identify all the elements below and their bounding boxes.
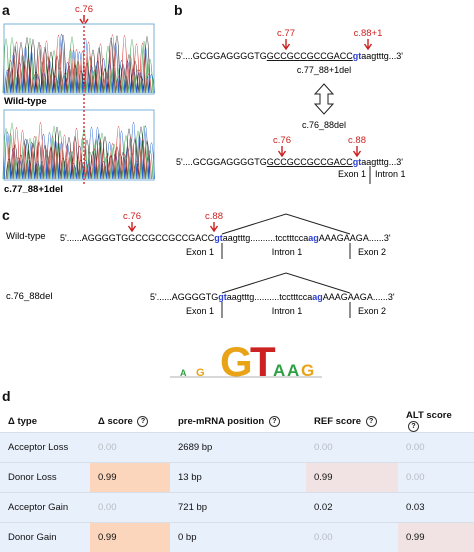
marker-c76c-label: c.76	[123, 211, 141, 222]
marker-c88plus1-label: c.88+1	[354, 28, 383, 39]
panel-letter-a: a	[2, 2, 10, 18]
cell-position: 2689 bp	[170, 432, 306, 463]
cell-type: Donor Gain	[0, 522, 90, 552]
wildtype-trace	[2, 34, 155, 94]
panel-c-diagram: Wild-type c.76 c.88 5'......AGGGGTGGCCGC…	[6, 211, 395, 385]
column-header-ref: REF score ?	[306, 410, 398, 433]
cell-alt: 0.00	[398, 462, 474, 493]
panel-a-chromatograms: c.76 Wild-type c.77_88+1del	[2, 4, 155, 195]
trace-line	[7, 122, 152, 180]
column-header-type: Δ type	[0, 410, 90, 433]
cell-alt: 0.03	[398, 492, 474, 523]
bidirectional-arrow	[313, 83, 335, 115]
logo-letter-a2: A	[273, 361, 285, 380]
help-icon[interactable]: ?	[365, 415, 377, 427]
cell-position: 0 bp	[170, 522, 306, 552]
wildtype-splice-line	[221, 213, 351, 235]
marker-c76b-label: c.76	[273, 135, 291, 146]
splice-site-sequence-logo: A G G T A A G	[170, 338, 322, 385]
logo-letter-g3: G	[301, 361, 314, 380]
wt-exon2-label: Exon 2	[358, 247, 386, 257]
top-variant-label: c.77_88+1del	[297, 65, 351, 75]
cell-score: 0.99	[90, 522, 170, 552]
table-row: Donor Loss 0.99 13 bp 0.99 0.00	[0, 462, 474, 493]
logo-letter-g2: G	[220, 338, 253, 385]
intron1-label: Intron 1	[375, 169, 406, 179]
mutant-sequence: 5'......AGGGGTGgtaagtttg..........tccttt…	[150, 292, 395, 302]
panel-letter-b: b	[174, 2, 183, 18]
logo-letter-a3: A	[287, 361, 299, 380]
panel-b-diagram: c.77 c.88+1 5'....GCGGAGGGGTGGCCGCCGCCGA…	[176, 28, 406, 184]
logo-letter-t: T	[250, 338, 276, 385]
cell-type: Acceptor Gain	[0, 492, 90, 523]
cell-ref: 0.00	[306, 522, 398, 552]
wildtype-row-label: Wild-type	[6, 231, 46, 242]
wildtype-label: Wild-type	[4, 96, 47, 107]
cell-score: 0.99	[90, 462, 170, 493]
marker-c88c-label: c.88	[205, 211, 223, 222]
top-sequence: 5'....GCGGAGGGGTGGCCGCCGCCGACCgtaagtttg.…	[176, 51, 403, 61]
table-row: Acceptor Loss 0.00 2689 bp 0.00 0.00	[0, 432, 474, 463]
trace-line	[2, 122, 154, 180]
cell-alt: 0.00	[398, 432, 474, 463]
mutant-trace	[2, 122, 155, 180]
bottom-variant-label: c.76_88del	[302, 120, 346, 130]
marker-c88b-label: c.88	[348, 135, 366, 146]
column-header-score: Δ score ?	[90, 410, 170, 433]
exon1-label: Exon 1	[338, 169, 366, 179]
column-header-alt: ALT score ?	[398, 410, 474, 433]
table-row: Acceptor Gain 0.00 721 bp 0.02 0.03	[0, 492, 474, 523]
marker-c76-label: c.76	[75, 4, 93, 15]
panel-letter-d: d	[2, 388, 11, 404]
mutant-splice-line	[221, 272, 351, 294]
mutant-label: c.77_88+1del	[4, 184, 63, 195]
logo-letter-g1: G	[196, 367, 205, 379]
table-row: Donor Gain 0.99 0 bp 0.00 0.99	[0, 522, 474, 552]
logo-letter-a1: A	[180, 368, 187, 378]
panel-letter-c: c	[2, 207, 10, 223]
cell-ref: 0.02	[306, 492, 398, 523]
table-header-row: Δ type Δ score ? pre-mRNA position ? REF…	[0, 410, 474, 433]
help-icon[interactable]: ?	[268, 415, 280, 427]
cell-alt: 0.99	[398, 522, 474, 552]
wildtype-sequence: 5'......AGGGGTGGCCGCCGCCGACCgtaagtttg...…	[60, 233, 391, 243]
wt-intron1-label: Intron 1	[272, 247, 303, 257]
bottom-sequence: 5'....GCGGAGGGGTGGCCGCCGCCGACCgtaagtttg.…	[176, 157, 403, 167]
help-icon[interactable]: ?	[408, 421, 419, 432]
help-icon[interactable]: ?	[137, 415, 149, 427]
cell-ref: 0.00	[306, 432, 398, 463]
cell-position: 721 bp	[170, 492, 306, 523]
cell-type: Acceptor Loss	[0, 432, 90, 463]
cell-score: 0.00	[90, 492, 170, 523]
cell-position: 13 bp	[170, 462, 306, 493]
mut-intron1-label: Intron 1	[272, 306, 303, 316]
cell-score: 0.00	[90, 432, 170, 463]
wt-exon1-label: Exon 1	[186, 247, 214, 257]
cell-ref: 0.99	[306, 462, 398, 493]
splice-score-table: Δ type Δ score ? pre-mRNA position ? REF…	[0, 410, 474, 552]
mutant-row-label: c.76_88del	[6, 291, 52, 302]
column-header-position: pre-mRNA position ?	[170, 410, 306, 433]
cell-type: Donor Loss	[0, 462, 90, 493]
mut-exon2-label: Exon 2	[358, 306, 386, 316]
mut-exon1-label: Exon 1	[186, 306, 214, 316]
marker-c77-label: c.77	[277, 28, 295, 39]
